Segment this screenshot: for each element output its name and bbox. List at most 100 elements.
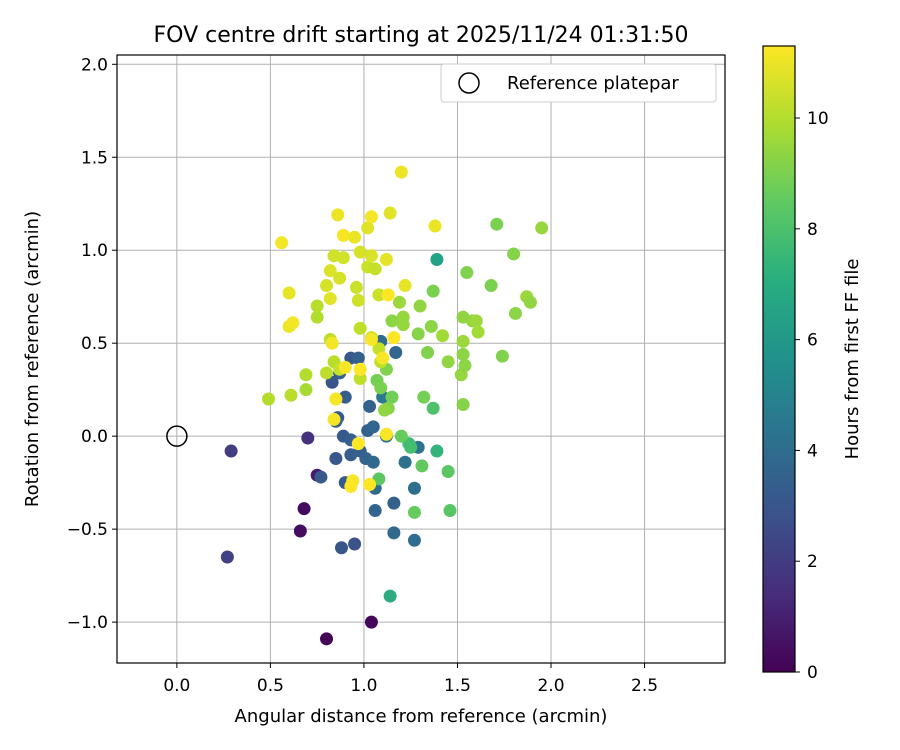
data-point [460, 266, 474, 280]
data-point [456, 347, 470, 361]
data-point [351, 351, 365, 365]
data-point [426, 401, 440, 415]
y-tick-label: 1.0 [81, 241, 108, 261]
data-point [282, 286, 296, 300]
data-point [310, 299, 324, 313]
data-point [368, 262, 382, 276]
data-point [286, 316, 300, 330]
data-point [378, 403, 392, 417]
data-point [458, 359, 472, 373]
colorbar-tick-label: 4 [807, 441, 818, 461]
colorbar-ticks: 0 2 4 6 8 10 [795, 109, 829, 683]
data-points [220, 165, 549, 646]
data-point [366, 420, 380, 434]
data-point [385, 390, 399, 404]
data-point [331, 208, 345, 222]
data-point [471, 325, 485, 339]
y-tick-label: −0.5 [67, 520, 108, 540]
x-tick-label: 2.5 [631, 676, 658, 696]
colorbar-tick-label: 6 [807, 331, 818, 351]
data-point [299, 383, 313, 397]
data-point [508, 306, 522, 320]
reference-platepar-marker [166, 425, 188, 447]
data-point [490, 217, 504, 231]
data-point [353, 362, 367, 376]
data-point [430, 444, 444, 458]
data-point [507, 247, 521, 261]
data-point [348, 230, 362, 244]
x-tick-label: 2.0 [537, 676, 564, 696]
data-point [413, 299, 427, 313]
data-point [297, 502, 311, 516]
legend: Reference platepar [440, 63, 717, 103]
colorbar-label: Hours from first FF file [842, 259, 863, 460]
data-point [383, 589, 397, 603]
data-point [404, 440, 418, 454]
data-point [329, 392, 343, 406]
data-point [387, 496, 401, 510]
x-axis-ticks: 0.0 0.5 1.0 1.5 2.0 2.5 [163, 663, 658, 696]
data-point [353, 245, 367, 259]
data-point [415, 459, 429, 473]
plot-area-frame [116, 54, 726, 664]
data-point [441, 464, 455, 478]
data-point [441, 355, 455, 369]
data-point [364, 332, 378, 346]
data-point [333, 271, 347, 285]
data-point [363, 478, 377, 492]
data-point [364, 615, 378, 629]
data-point [387, 526, 401, 540]
data-point [407, 481, 421, 495]
reference-layer [166, 425, 188, 447]
colorbar-tick-label: 0 [807, 663, 818, 683]
data-point [320, 366, 334, 380]
data-point [398, 279, 412, 293]
data-point [327, 412, 341, 426]
data-point [421, 345, 435, 359]
data-point [385, 314, 399, 328]
colorbar-gradient [762, 45, 796, 673]
data-point [364, 249, 378, 263]
data-point [262, 392, 276, 406]
data-point [495, 349, 509, 363]
data-point [379, 253, 393, 267]
colorbar: 0 2 4 6 8 10 Hours from first FF file [762, 45, 863, 683]
y-tick-label: 0.5 [81, 334, 108, 354]
data-point [389, 345, 403, 359]
legend-entry-reference-platepar: Reference platepar [507, 73, 679, 94]
data-point [428, 219, 442, 233]
data-point [220, 550, 234, 564]
data-point [374, 381, 388, 395]
y-axis-label: Rotation from reference (arcmin) [22, 211, 43, 507]
data-point [383, 206, 397, 220]
data-point [456, 334, 470, 348]
y-tick-label: 1.5 [81, 148, 108, 168]
data-point [456, 398, 470, 412]
y-tick-label: 2.0 [81, 55, 108, 75]
data-point [364, 210, 378, 224]
data-point [349, 280, 363, 294]
data-point [329, 451, 343, 465]
chart-title: FOV centre drift starting at 2025/11/24 … [154, 23, 689, 48]
data-point [224, 444, 238, 458]
data-point [368, 504, 382, 518]
data-point [396, 318, 410, 332]
colorbar-tick-label: 8 [807, 220, 818, 240]
data-point [523, 295, 537, 309]
x-tick-label: 1.0 [350, 676, 377, 696]
data-point [426, 284, 440, 298]
data-point [325, 336, 339, 350]
data-point [275, 236, 289, 250]
y-axis-ticks: −1.0 −0.5 0.0 0.5 1.0 1.5 2.0 [67, 55, 117, 633]
data-point [387, 331, 401, 345]
colorbar-tick-label: 10 [807, 109, 829, 129]
data-point [323, 292, 337, 306]
x-axis-label: Angular distance from reference (arcmin) [235, 706, 608, 727]
data-point [436, 329, 450, 343]
data-point [363, 399, 377, 413]
data-point [443, 504, 457, 518]
data-point [351, 437, 365, 451]
data-point [353, 372, 367, 386]
data-point [372, 288, 386, 302]
